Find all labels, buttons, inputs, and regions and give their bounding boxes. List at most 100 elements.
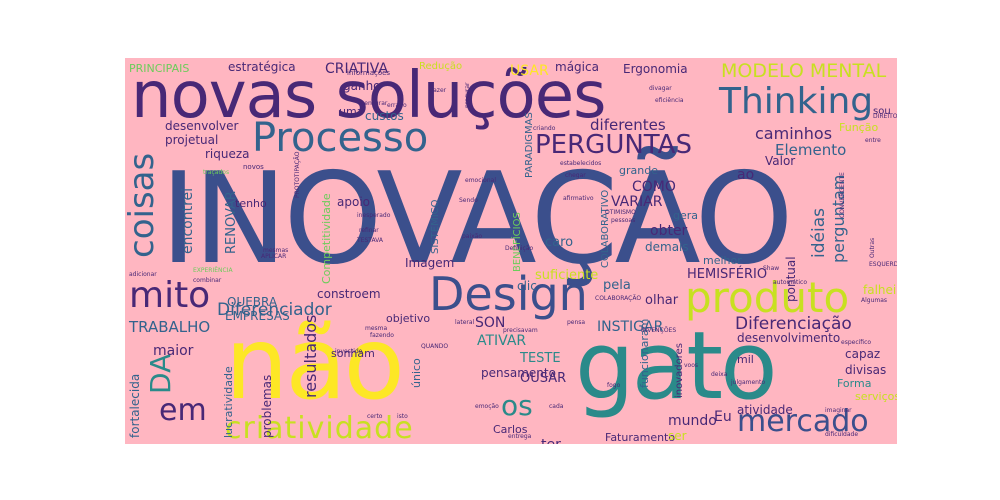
- word-produto: produto: [685, 273, 850, 322]
- word-variar: VARIAR: [611, 194, 663, 210]
- word-afirmativo: afirmativo: [563, 195, 594, 202]
- word-paradigmas: PARADIGMAS: [524, 112, 535, 178]
- word-sistemico: SISTÊMICO: [430, 199, 441, 254]
- word-pensa: pensa: [567, 319, 586, 326]
- word-combinar: combinar: [193, 277, 222, 284]
- word-emocao: emoção: [475, 403, 499, 410]
- word-objetivo: objetivo: [386, 312, 431, 325]
- word-divisas: divisas: [845, 363, 887, 377]
- word-definicao: Definição: [505, 245, 534, 252]
- word-isto: isto: [397, 413, 408, 420]
- word-cloud: INOVAÇÃO novas soluções não gato Process…: [125, 58, 897, 444]
- word-maior: maior: [153, 343, 194, 359]
- word-eficiencia: eficiência: [655, 97, 684, 104]
- word-experiencia: EXPERIÊNCIA: [193, 267, 233, 274]
- word-voos: voos: [684, 362, 699, 369]
- word-modelo-mental: MODELO MENTAL: [721, 60, 887, 82]
- word-censurar: censurar: [361, 100, 388, 107]
- word-mesmas: mesmas: [263, 247, 289, 254]
- word-shaw: Shaw: [763, 265, 780, 272]
- word-gera: gera: [673, 209, 699, 222]
- word-estabelecidos: estabelecidos: [560, 160, 602, 167]
- word-testava: TESTAVA: [357, 237, 384, 244]
- word-fogo: fogo: [607, 382, 621, 389]
- word-prototipacao: PROTOTIPAÇÃO: [294, 151, 301, 198]
- word-pela: pela: [603, 278, 631, 293]
- word-ter: ter: [541, 438, 561, 444]
- word-dificuldade: dificuldade: [825, 431, 859, 438]
- word-adicionar: adicionar: [129, 271, 157, 278]
- word-como: COMO: [632, 179, 676, 195]
- word-atividade: atividade: [737, 403, 793, 417]
- word-mito: mito: [129, 275, 211, 316]
- word-refinar: refinar: [359, 227, 379, 234]
- word-os: os: [501, 389, 533, 422]
- word-olhar: olhar: [645, 293, 679, 308]
- word-caminhos: caminhos: [755, 124, 833, 143]
- word-uma: uma: [339, 105, 364, 118]
- word-ousar: OUSAR: [520, 371, 567, 386]
- word-lucratividade: lucratividade: [222, 366, 235, 438]
- word-sendo: Sendo: [459, 197, 478, 204]
- word-demais: demais: [645, 240, 689, 254]
- word-competitividade: Competitividade: [320, 193, 333, 284]
- word-elemento: Elemento: [775, 141, 847, 159]
- word-pessoas: pessoas: [611, 217, 636, 224]
- word-desenvolver: desenvolver: [165, 119, 239, 133]
- word-faturamento: Faturamento: [605, 431, 676, 444]
- word-resultados: resultados: [301, 314, 320, 398]
- word-riqueza: riqueza: [205, 147, 250, 161]
- word-certo: certo: [367, 413, 383, 420]
- word-ideias: idéias: [809, 208, 829, 258]
- word-esquerdo: ESQUERDO: [869, 261, 897, 268]
- word-fazendo: fazendo: [370, 332, 394, 339]
- word-convergente: CONVERGENTE: [839, 172, 846, 218]
- word-forma: Forma: [837, 377, 872, 390]
- word-ergonomia: Ergonomia: [623, 62, 688, 76]
- word-precisavam: precisavam: [503, 327, 538, 334]
- word-automatico: automático: [773, 279, 808, 286]
- word-tracados: traçados: [203, 169, 230, 176]
- word-tenho: tenho: [235, 197, 267, 210]
- word-custos: custos: [365, 109, 404, 123]
- word-criando: criando: [533, 125, 556, 132]
- word-teste: TESTE: [520, 351, 561, 366]
- word-problemas: problemas: [260, 374, 274, 438]
- word-sou: sou: [873, 106, 891, 117]
- word-paixao: paixão: [462, 233, 483, 240]
- word-diferentes: diferentes: [590, 116, 666, 134]
- word-melhor: melhor: [703, 254, 742, 267]
- word-desenvolvimento: desenvolvimento: [737, 331, 841, 345]
- word-empresas: EMPRESAS: [225, 309, 290, 323]
- word-constroem: constroem: [317, 287, 381, 301]
- word-informacoes: informações: [347, 69, 391, 77]
- word-quando: QUANDO: [421, 343, 449, 350]
- word-coisas: coisas: [125, 152, 162, 258]
- word-estrategica: estratégica: [228, 60, 296, 74]
- word-funcao: Função: [839, 121, 879, 134]
- word-novos: novos: [243, 163, 264, 171]
- word-son: SON: [475, 315, 506, 331]
- word-apoio: apoio: [337, 195, 370, 209]
- word-errado: errado: [387, 102, 407, 109]
- word-procurar: procurar: [464, 82, 471, 108]
- word-usar: USAR: [510, 63, 549, 79]
- word-inovacao: INOVAÇÃO: [160, 145, 794, 292]
- word-principais: PRINCIPAIS: [129, 62, 190, 75]
- word-pensamento: pensamento: [481, 366, 556, 380]
- word-nao: não: [225, 305, 405, 422]
- word-chegar: chegar: [565, 172, 586, 179]
- word-inovadores: inovadores: [674, 343, 685, 398]
- word-inesperado: inesperado: [357, 212, 391, 219]
- word-mercado: mercado: [737, 404, 869, 439]
- word-thinking: Thinking: [719, 81, 874, 122]
- word-outras: Outras: [869, 237, 876, 258]
- word-grande: grande: [619, 164, 658, 177]
- word-imaginar: imaginar: [825, 407, 852, 414]
- word-fazer: fazer: [431, 87, 447, 94]
- word-falhei: falhei: [863, 283, 897, 297]
- word-em: em: [159, 393, 207, 428]
- word-encontrei: encontrei: [180, 187, 196, 254]
- word-valor: Valor: [765, 154, 796, 168]
- word-clic: clic: [517, 279, 537, 293]
